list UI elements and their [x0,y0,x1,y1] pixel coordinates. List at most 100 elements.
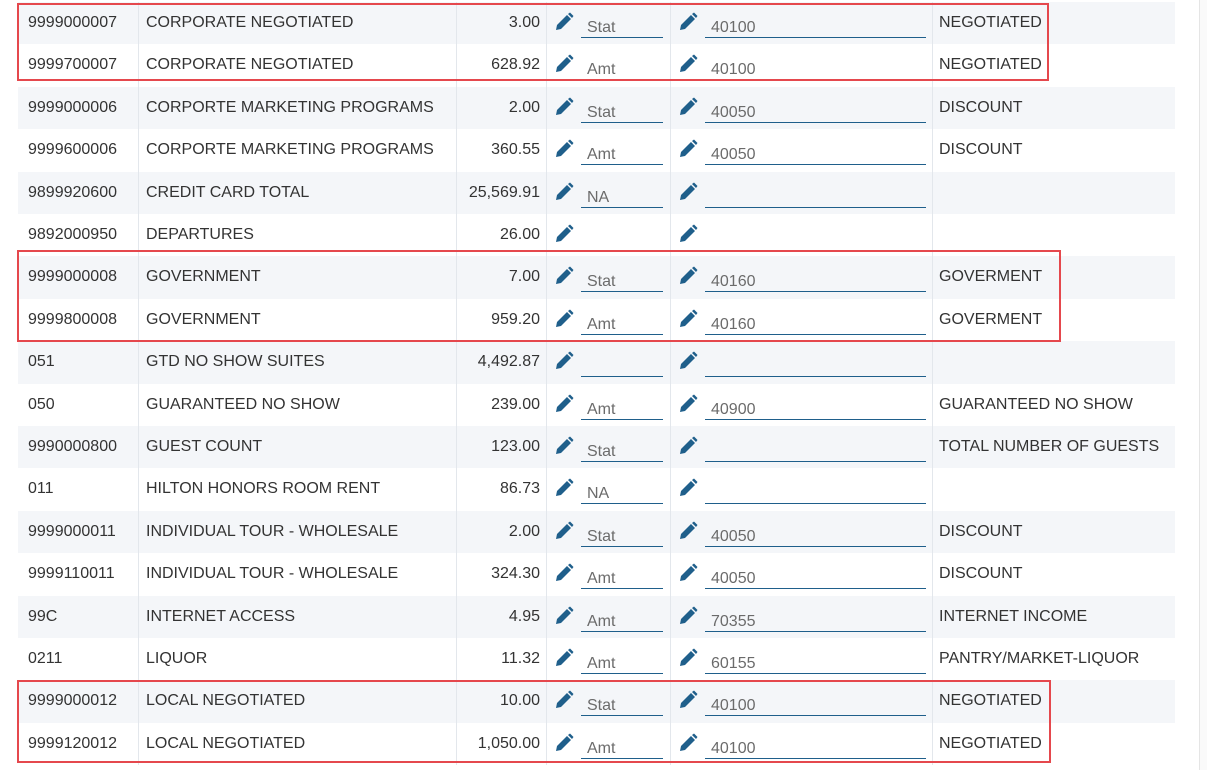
account-field[interactable]: 40100 [705,52,926,81]
type-field[interactable] [581,349,663,378]
amount-cell: 3.00 [508,14,540,31]
edit-icon[interactable] [554,563,574,583]
edit-icon[interactable] [554,521,574,541]
category-cell: GUARANTEED NO SHOW [939,395,1133,413]
type-field[interactable]: Amt [581,392,663,420]
column-divider [932,2,933,45]
column-divider [138,595,139,638]
type-field[interactable]: Stat [581,688,663,717]
type-field[interactable]: Stat [581,519,663,547]
column-divider [546,256,547,299]
edit-icon[interactable] [678,54,698,74]
column-divider [138,468,139,511]
edit-icon[interactable] [554,182,574,202]
type-field[interactable]: Amt [581,137,663,166]
code-cell: 0211 [28,650,63,667]
edit-icon[interactable] [678,563,698,583]
account-field[interactable]: 40160 [705,264,926,293]
type-field[interactable]: Amt [581,561,663,590]
edit-icon[interactable] [554,648,574,668]
edit-icon[interactable] [678,690,698,710]
account-field[interactable] [705,180,926,208]
type-field[interactable]: Amt [581,52,663,81]
account-field[interactable]: 40160 [705,307,926,335]
edit-icon[interactable] [678,309,698,329]
account-field[interactable]: 40050 [705,519,926,547]
edit-icon[interactable] [678,12,698,32]
table-row: 9999000006 CORPORTE MARKETING PROGRAMS 2.0… [18,86,1175,130]
column-divider [932,722,933,766]
column-divider [546,468,547,511]
edit-icon[interactable] [554,97,574,117]
account-field[interactable]: 40050 [705,561,926,590]
account-field[interactable]: 40050 [705,95,926,123]
edit-icon[interactable] [678,436,698,456]
edit-icon[interactable] [554,266,574,286]
edit-icon[interactable] [554,139,574,159]
column-divider [456,680,457,723]
scrollbar[interactable] [1199,0,1207,770]
column-divider [932,383,933,426]
edit-icon[interactable] [678,521,698,541]
edit-icon[interactable] [554,12,574,32]
amount-cell: 25,569.91 [468,183,540,201]
amount-cell: 360.55 [491,141,540,159]
type-field[interactable]: Stat [581,434,663,462]
edit-icon[interactable] [678,139,698,159]
account-field[interactable]: 70355 [705,604,926,632]
edit-icon[interactable] [678,394,698,414]
description-cell: GOVERNMENT [146,268,261,286]
category-cell: NEGOTIATED [939,14,1042,31]
edit-icon[interactable] [554,351,574,371]
description-cell: CORPORATE NEGOTIATED [146,14,354,31]
type-field[interactable]: Amt [581,731,663,759]
edit-icon[interactable] [678,733,698,753]
table-row: 9999000011 INDIVIDUAL TOUR - WHOLESALE 2.0… [18,510,1175,554]
type-field[interactable]: NA [581,180,663,208]
description-cell: INTERNET ACCESS [146,607,296,625]
edit-icon[interactable] [554,606,574,626]
category-cell: NEGOTIATED [939,692,1042,710]
account-field[interactable]: 40900 [705,392,926,420]
account-field[interactable]: 40100 [705,731,926,759]
type-field[interactable]: Amt [581,646,663,674]
edit-icon[interactable] [554,224,574,244]
column-divider [546,341,547,384]
edit-icon[interactable] [678,224,698,244]
account-field[interactable]: 40050 [705,137,926,166]
code-cell: 9999000008 [28,268,117,286]
account-field[interactable] [705,476,926,505]
column-divider [456,426,457,469]
edit-icon[interactable] [554,478,574,498]
type-field[interactable]: NA [581,476,663,505]
account-field[interactable]: 40100 [705,10,926,38]
edit-icon[interactable] [554,309,574,329]
edit-icon[interactable] [554,690,574,710]
edit-icon[interactable] [554,394,574,414]
edit-icon[interactable] [554,436,574,456]
type-field[interactable]: Amt [581,307,663,335]
edit-icon[interactable] [678,97,698,117]
edit-icon[interactable] [554,733,574,753]
edit-icon[interactable] [678,266,698,286]
account-field[interactable] [705,434,926,462]
type-field[interactable]: Amt [581,604,663,632]
edit-icon[interactable] [678,351,698,371]
account-field[interactable]: 60155 [705,646,926,674]
edit-icon[interactable] [554,54,574,74]
type-field[interactable]: Stat [581,264,663,293]
edit-icon[interactable] [678,182,698,202]
column-divider [138,383,139,426]
account-field[interactable] [705,349,926,378]
type-field[interactable]: Stat [581,95,663,123]
type-field[interactable]: Stat [581,10,663,38]
account-field[interactable]: 40100 [705,688,926,717]
edit-icon[interactable] [678,478,698,498]
column-divider [138,44,139,87]
table-row: 9999000008 GOVERNMENT 7.00 Stat 40160 GOVERME… [18,256,1175,299]
column-divider [456,638,457,681]
edit-icon[interactable] [678,648,698,668]
column-divider [670,256,671,299]
code-cell: 011 [28,480,54,498]
edit-icon[interactable] [678,606,698,626]
